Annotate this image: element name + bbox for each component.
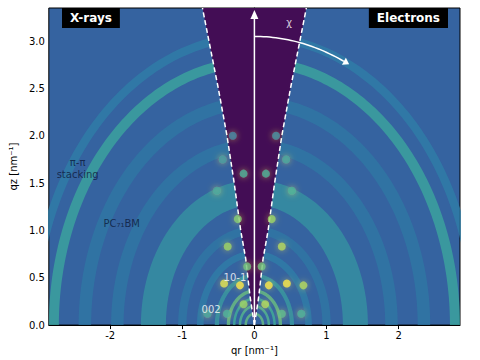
svg-text:X-rays: X-rays [70,11,112,25]
svg-text:1.5: 1.5 [29,178,45,189]
svg-text:1.0: 1.0 [29,225,45,236]
svg-text:Electrons: Electrons [377,11,440,25]
svg-text:10-1: 10-1 [224,272,247,283]
svg-text:stacking: stacking [57,169,99,180]
svg-text:χ: χ [286,17,292,28]
svg-text:0.0: 0.0 [29,320,45,331]
svg-text:qz [nm⁻¹]: qz [nm⁻¹] [8,142,19,190]
svg-text:3.0: 3.0 [29,36,45,47]
svg-text:π-π: π-π [70,157,86,168]
svg-text:002: 002 [202,304,221,315]
svg-text:PC₇₁BM: PC₇₁BM [103,218,140,229]
svg-text:2: 2 [395,330,401,341]
svg-text:0.5: 0.5 [29,272,45,283]
svg-text:2.5: 2.5 [29,83,45,94]
svg-text:1: 1 [323,330,329,341]
svg-text:0: 0 [251,330,257,341]
svg-text:-1: -1 [177,330,187,341]
svg-text:-2: -2 [105,330,115,341]
svg-text:qr [nm⁻¹]: qr [nm⁻¹] [231,345,278,356]
svg-text:2.0: 2.0 [29,130,45,141]
